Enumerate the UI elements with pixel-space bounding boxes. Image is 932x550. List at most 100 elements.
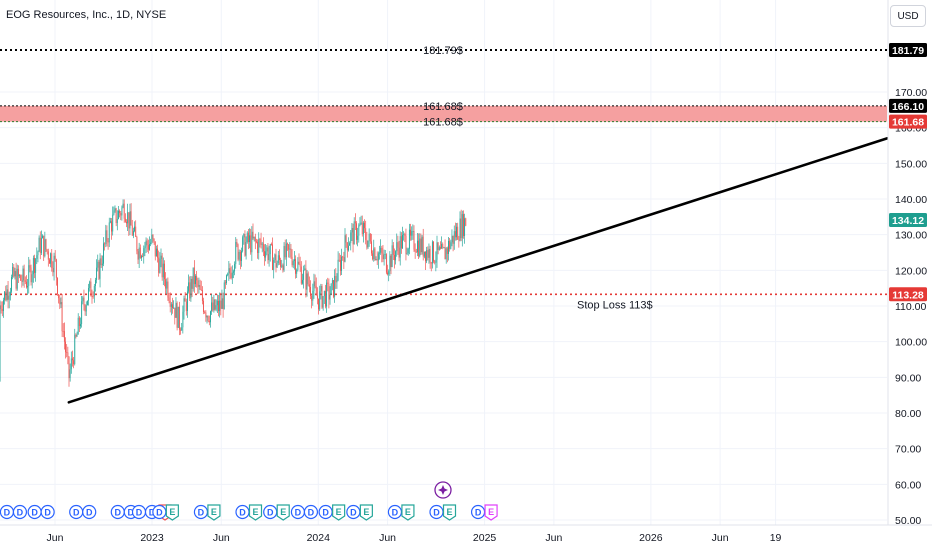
candle [428, 243, 430, 264]
dividend-marker-icon[interactable]: D [131, 504, 147, 520]
candle [44, 231, 46, 258]
dividend-marker-icon[interactable]: D [69, 504, 84, 520]
candle [53, 252, 55, 281]
dividend-marker-icon[interactable]: D [152, 504, 167, 520]
candle [176, 301, 178, 331]
dividend-marker-icon[interactable]: D [40, 504, 55, 520]
candle [368, 228, 370, 247]
candle [380, 239, 382, 255]
earnings-marker-icon[interactable]: E [401, 504, 415, 521]
candle [91, 289, 93, 304]
dividend-marker-icon[interactable]: D [193, 504, 209, 520]
time-tick-label: Jun [47, 532, 64, 544]
price-tag-181[interactable]: 181.79 [889, 42, 927, 57]
candle [300, 261, 302, 285]
dividend-marker-icon[interactable]: D [470, 504, 486, 520]
earnings-marker-icon[interactable]: E [484, 504, 498, 521]
candle [323, 290, 325, 305]
candle [292, 259, 294, 269]
dividend-marker-icon[interactable]: D [27, 504, 42, 520]
price-tag-stop[interactable]: 113.28 [889, 287, 927, 302]
price-tag-last[interactable]: 134.12 [889, 212, 927, 227]
earnings-marker-icon[interactable]: E [207, 504, 221, 521]
candle [440, 241, 441, 250]
svg-text:D: D [86, 508, 93, 518]
candle [419, 233, 421, 258]
time-tick-label: Jun [712, 532, 729, 544]
dividend-marker-icon[interactable]: D [387, 504, 403, 520]
earnings-marker-icon[interactable]: E [248, 504, 263, 521]
time-tick-label: 2026 [639, 532, 663, 544]
earnings-marker-icon[interactable]: E [442, 504, 457, 521]
candle [119, 209, 121, 218]
candle [421, 234, 423, 255]
dividend-marker-icon[interactable]: D [12, 504, 28, 520]
svg-text:E: E [252, 507, 258, 517]
earnings-marker-icon[interactable]: E [332, 504, 346, 521]
candle [50, 252, 52, 268]
candle [188, 274, 190, 294]
candle [42, 234, 43, 239]
candle [187, 286, 188, 318]
dividend-marker-icon[interactable]: D [429, 504, 444, 520]
currency-button[interactable]: USD [890, 5, 926, 27]
candle [82, 295, 84, 305]
earnings-marker-icon[interactable]: E [276, 504, 290, 521]
candle [389, 251, 391, 276]
candle [9, 287, 11, 301]
candle [273, 257, 275, 279]
dividend-marker-icon[interactable]: D [0, 504, 15, 520]
candle [394, 248, 395, 269]
candle [351, 222, 353, 242]
dividend-marker-icon[interactable]: D [110, 504, 125, 520]
candle [174, 307, 176, 325]
candle [19, 274, 20, 279]
svg-text:D: D [73, 508, 80, 518]
upcoming-event-icon[interactable] [434, 481, 452, 499]
earnings-marker-icon[interactable]: E [359, 504, 373, 521]
earnings-marker-icon[interactable]: E [165, 504, 179, 521]
dividend-marker-icon[interactable]: D [263, 504, 278, 520]
candle [78, 316, 80, 332]
candle [261, 241, 263, 253]
dividend-marker-icon[interactable]: D [290, 504, 306, 520]
dividend-marker-icon[interactable]: D [235, 504, 250, 520]
time-tick-label: Jun [379, 532, 396, 544]
trendline[interactable] [67, 137, 889, 404]
candle [109, 217, 111, 224]
candle [336, 273, 338, 289]
dividend-marker-icon[interactable]: D [303, 504, 319, 520]
candle [441, 236, 443, 249]
candle [12, 262, 14, 280]
candle [191, 276, 193, 298]
dividend-marker-icon[interactable]: D [82, 504, 97, 520]
candle [381, 245, 383, 263]
candle [382, 245, 384, 263]
candle [391, 239, 393, 268]
candle [52, 261, 54, 277]
candle [316, 287, 318, 305]
svg-text:134.12: 134.12 [892, 215, 924, 227]
candle [356, 221, 357, 245]
dividend-marker-icon[interactable]: D [318, 504, 333, 520]
dividend-marker-icon[interactable]: D [346, 504, 361, 520]
candle [252, 223, 254, 241]
svg-text:D: D [128, 508, 135, 518]
candle [59, 294, 61, 310]
svg-text:E: E [488, 507, 494, 517]
candle [185, 298, 187, 316]
price-tag-161[interactable]: 161.68 [889, 114, 927, 129]
candle [291, 249, 293, 268]
candle [238, 249, 240, 265]
candle [250, 228, 252, 255]
candle [399, 231, 401, 266]
candle [88, 283, 89, 306]
candle [226, 274, 227, 285]
candle [438, 245, 440, 251]
candle [405, 228, 407, 261]
candle [296, 268, 298, 279]
candle [302, 273, 303, 285]
price-tag-166[interactable]: 166.10 [889, 98, 927, 113]
candle [127, 203, 129, 232]
